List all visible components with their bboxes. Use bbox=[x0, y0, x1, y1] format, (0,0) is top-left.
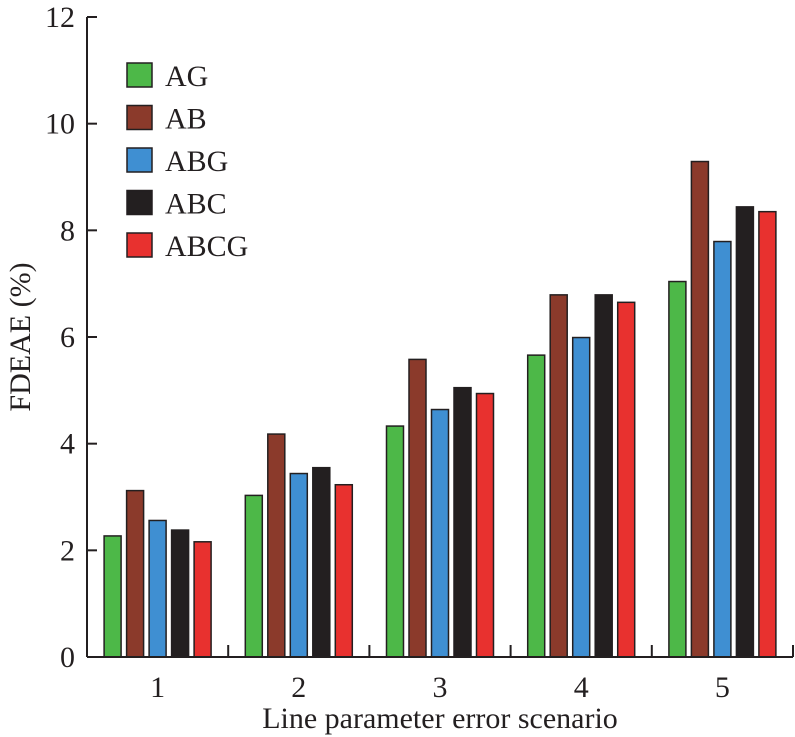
bar-abg-1 bbox=[148, 519, 167, 658]
bar-ag-4 bbox=[526, 354, 546, 658]
legend-label-abc: ABC bbox=[165, 188, 227, 221]
y-ticks-group: 0 2 4 6 8 10 12 bbox=[45, 1, 97, 674]
bar-abcg-3 bbox=[475, 392, 495, 658]
y-tick-label: 6 bbox=[60, 321, 75, 354]
bar-abg-5 bbox=[713, 240, 732, 658]
bar-abc-1 bbox=[170, 529, 190, 658]
bar-ab-2 bbox=[267, 433, 286, 658]
y-tick-label: 12 bbox=[45, 1, 75, 34]
bar-ab-5 bbox=[690, 160, 710, 658]
legend-swatch-ag bbox=[126, 62, 153, 88]
bar-abcg-2 bbox=[334, 483, 354, 658]
x-tick-label: 1 bbox=[150, 671, 165, 704]
bars-group bbox=[103, 160, 777, 658]
bar-abc-3 bbox=[453, 386, 472, 658]
bar-abg-3 bbox=[430, 408, 450, 658]
y-tick-label: 10 bbox=[45, 108, 75, 141]
legend-label-ab: AB bbox=[165, 103, 207, 136]
bar-abcg-4 bbox=[616, 301, 636, 658]
bar-abg-4 bbox=[571, 336, 591, 658]
y-tick-label: 8 bbox=[60, 214, 75, 247]
legend: AG AB ABG ABC ABCG bbox=[126, 60, 248, 263]
y-tick-label: 4 bbox=[60, 428, 75, 461]
bar-abc-4 bbox=[594, 294, 613, 658]
bar-ab-4 bbox=[549, 294, 568, 658]
bar-ab-1 bbox=[125, 489, 145, 658]
bar-ag-3 bbox=[385, 425, 405, 658]
bar-abg-2 bbox=[289, 472, 309, 658]
bar-ag-1 bbox=[103, 535, 122, 658]
bar-abc-5 bbox=[735, 206, 755, 658]
legend-label-ag: AG bbox=[165, 60, 208, 93]
legend-swatch-abcg bbox=[126, 232, 153, 258]
x-ticks-group: 1 2 3 4 5 bbox=[150, 645, 730, 704]
legend-swatch-ab bbox=[126, 104, 153, 131]
legend-label-abg: ABG bbox=[165, 145, 228, 178]
bar-abcg-1 bbox=[193, 541, 212, 658]
x-tick-label: 4 bbox=[574, 671, 589, 704]
legend-swatch-abc bbox=[126, 189, 153, 216]
bar-ab-3 bbox=[408, 358, 427, 658]
y-tick-label: 2 bbox=[60, 534, 75, 567]
x-tick-label: 2 bbox=[291, 671, 306, 704]
x-axis-title: Line parameter error scenario bbox=[262, 702, 618, 735]
bar-abcg-5 bbox=[758, 210, 777, 658]
legend-swatch-abg bbox=[126, 147, 153, 173]
bar-ag-2 bbox=[244, 494, 264, 658]
y-axis-title: FDEAE (%) bbox=[4, 262, 37, 411]
x-tick-label: 5 bbox=[715, 671, 730, 704]
legend-label-abcg: ABCG bbox=[165, 230, 248, 263]
y-tick-label: 0 bbox=[60, 641, 75, 674]
x-tick-label: 3 bbox=[433, 671, 448, 704]
bar-abc-2 bbox=[312, 466, 331, 658]
bar-ag-5 bbox=[668, 280, 687, 658]
